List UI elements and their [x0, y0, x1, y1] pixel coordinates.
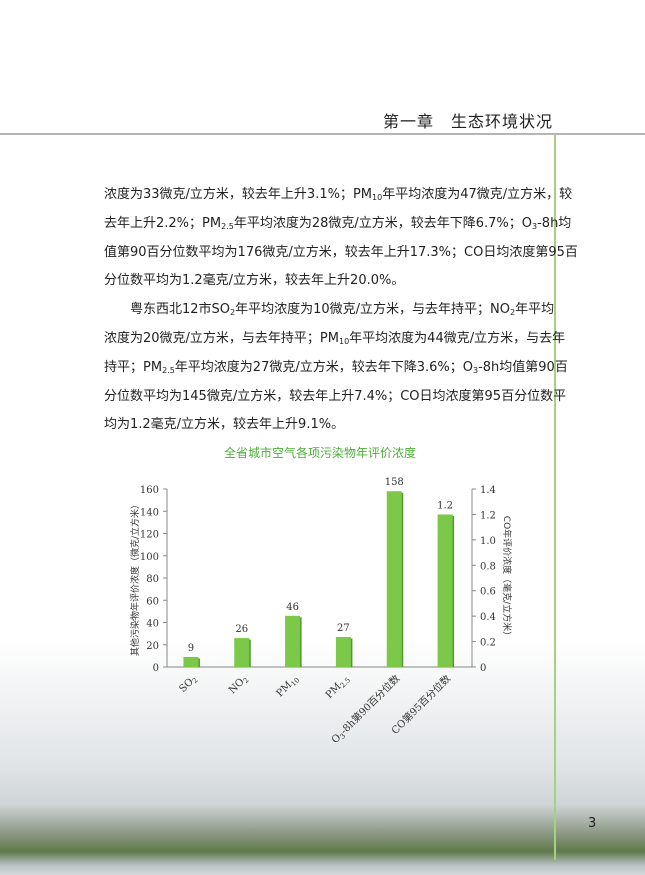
y-tick-label: 80: [146, 574, 159, 585]
body-text: 浓度为33微克/立方米，较去年上升3.1%；PM10年平均浓度为47微克/立方米…: [104, 184, 578, 443]
text-line: 分位数平均为145微克/立方米，较去年上升7.4%；CO日均浓度第95百分位数平: [104, 388, 567, 404]
bar: [183, 656, 199, 667]
y-tick-label: 60: [146, 596, 159, 607]
y-tick-label: 40: [146, 619, 159, 630]
x-tick-label: SO2: [177, 673, 199, 695]
text-line: 分位数平均为1.2毫克/立方米，较去年上升20.0%。: [104, 273, 405, 289]
y2-tick-label: 0.8: [480, 561, 496, 572]
y-tick-label: 20: [146, 641, 159, 652]
bar-value-label: 1.2: [437, 500, 453, 511]
bar-value-label: 158: [385, 477, 404, 488]
bar: [386, 491, 402, 667]
x-tick-label: PM2.5: [324, 673, 352, 701]
y-tick-label: 0: [153, 663, 159, 674]
bar-value-label: 27: [337, 623, 350, 634]
y2-tick-label: 0.4: [480, 612, 496, 623]
text-line: 去年上升2.2%；PM2.5年平均浓度为28微克/立方米，较去年下降6.7%；O…: [104, 215, 572, 231]
y-tick-label: 100: [140, 552, 159, 563]
bar-value-label: 46: [286, 602, 299, 613]
text-line: 值第90百分位数平均为176微克/立方米，较去年上升17.3%；CO日均浓度第9…: [104, 244, 578, 260]
text-line: 浓度为20微克/立方米，与去年持平；PM10年平均浓度为44微克/立方米，与去年: [104, 330, 566, 346]
text-line: 持平；PM2.5年平均浓度为27微克/立方米，较去年下降3.6%；O3-8h均值…: [104, 359, 568, 375]
chapter-header: 第一章 生态环境状况: [382, 112, 553, 131]
accent-vertical-line: [554, 135, 556, 860]
y2-axis-label: CO年评价浓度（毫克/立方米）: [501, 516, 513, 640]
bar: [234, 638, 250, 667]
bar: [437, 514, 453, 667]
header-divider: [0, 133, 645, 135]
y-tick-label: 140: [140, 507, 159, 518]
y2-tick-label: 0.6: [480, 587, 496, 598]
y2-tick-label: 0.2: [480, 638, 496, 649]
text-line: 均为1.2毫克/立方米，较去年上升9.1%。: [104, 417, 345, 433]
y-tick-label: 160: [140, 485, 159, 496]
chart-title: 全省城市空气各项污染物年评价浓度: [224, 445, 416, 460]
page-number: 3: [588, 816, 597, 831]
y-axis-label: 其他污染物年评价浓度（微克/立方米）: [129, 500, 141, 656]
text-line: 浓度为33微克/立方米，较去年上升3.1%；PM10年平均浓度为47微克/立方米…: [104, 187, 573, 202]
y2-tick-label: 1.0: [480, 536, 496, 547]
bar: [285, 615, 301, 667]
bar-value-label: 9: [188, 643, 194, 654]
bar: [335, 636, 351, 667]
x-tick-label: PM10: [275, 673, 302, 700]
y2-tick-label: 0: [480, 663, 486, 674]
y2-tick-label: 1.4: [480, 485, 496, 496]
x-tick-label: NO2: [227, 673, 251, 697]
y-tick-label: 120: [140, 530, 159, 541]
bar-value-label: 26: [235, 624, 248, 635]
city-skyline-photo: [0, 640, 645, 875]
y2-tick-label: 1.2: [480, 510, 496, 521]
text-line: 粤东西北12市SO2年平均浓度为10微克/立方米，与去年持平；NO2年平均: [130, 302, 555, 318]
